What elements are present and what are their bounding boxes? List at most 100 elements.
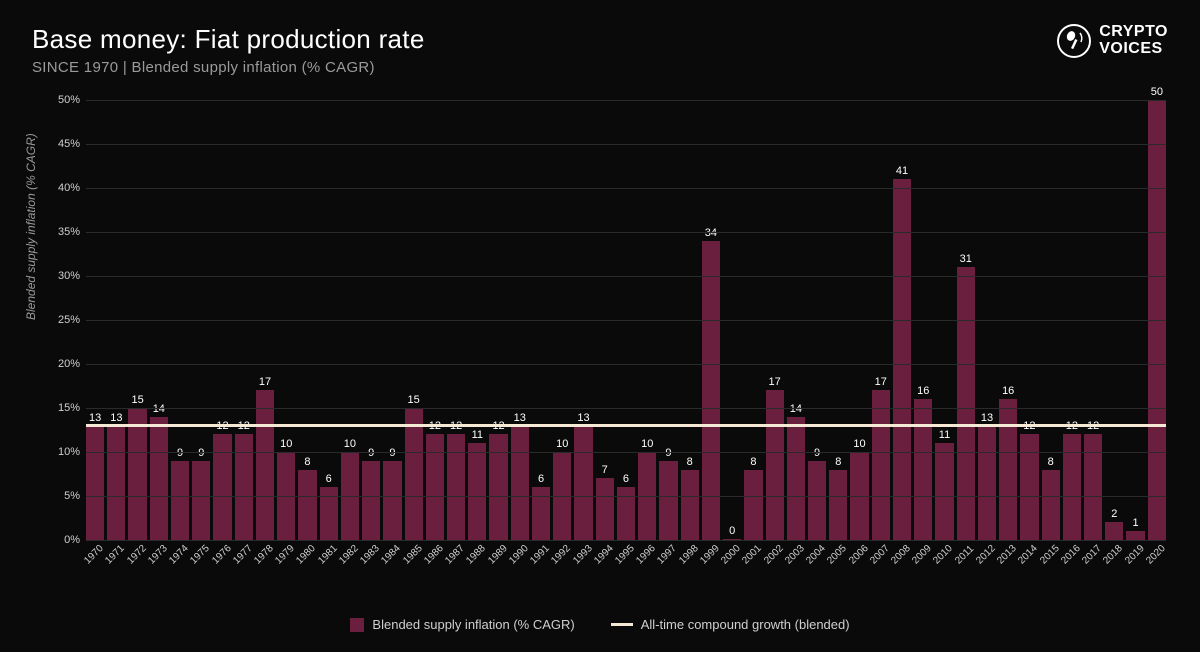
x-tick-label: 2003 [783, 543, 807, 567]
x-tick-label: 2013 [995, 543, 1019, 567]
bar [468, 443, 486, 540]
bar-value-label: 16 [1002, 385, 1014, 397]
bar-value-label: 10 [641, 438, 653, 450]
grid-line [86, 364, 1166, 365]
grid-line [86, 496, 1166, 497]
legend-label-refline: All-time compound growth (blended) [641, 617, 850, 632]
bar [596, 478, 614, 540]
y-axis-label: Blended supply inflation (% CAGR) [24, 133, 38, 320]
x-tick-label: 1971 [104, 543, 128, 567]
x-tick-label: 2008 [889, 543, 913, 567]
bar [829, 470, 847, 540]
bar [787, 417, 805, 540]
bar [489, 434, 507, 540]
x-tick-label: 1988 [465, 543, 489, 567]
x-tick-label: 2000 [719, 543, 743, 567]
x-tick-label: 2019 [1123, 543, 1147, 567]
bar-value-label: 10 [853, 438, 865, 450]
legend-swatch-line [611, 623, 633, 626]
x-tick-label: 1980 [295, 543, 319, 567]
grid-line [86, 320, 1166, 321]
bar [447, 434, 465, 540]
bar [256, 390, 274, 540]
x-tick-label: 1992 [550, 543, 574, 567]
x-tick-label: 1978 [252, 543, 276, 567]
bar-value-label: 15 [131, 394, 143, 406]
x-tick-label: 1987 [443, 543, 467, 567]
bar [362, 461, 380, 540]
x-tick-label: 1972 [125, 543, 149, 567]
grid-line [86, 232, 1166, 233]
bar-value-label: 8 [687, 456, 693, 468]
x-tick-label: 1986 [422, 543, 446, 567]
x-tick-label: 2006 [847, 543, 871, 567]
x-tick-label: 1998 [677, 543, 701, 567]
bar-value-label: 6 [538, 473, 544, 485]
y-tick-label: 5% [46, 490, 80, 502]
legend-item-bars: Blended supply inflation (% CAGR) [350, 617, 574, 632]
bar-value-label: 11 [472, 429, 483, 441]
y-tick-label: 10% [46, 446, 80, 458]
bar [192, 461, 210, 540]
bar-value-label: 16 [917, 385, 929, 397]
legend-item-refline: All-time compound growth (blended) [611, 617, 850, 632]
grid-line [86, 540, 1166, 541]
bar-value-label: 10 [280, 438, 292, 450]
bar [1063, 434, 1081, 540]
brand-logo: CRYPTO VOICES [1057, 24, 1168, 58]
x-tick-label: 1975 [189, 543, 213, 567]
bar [574, 426, 592, 540]
bar [405, 408, 423, 540]
bar [171, 461, 189, 540]
bar [957, 267, 975, 540]
bar [1126, 531, 1144, 540]
bar [872, 390, 890, 540]
legend-label-bars: Blended supply inflation (% CAGR) [372, 617, 574, 632]
x-tick-label: 1977 [231, 543, 255, 567]
bar [1042, 470, 1060, 540]
x-tick-label: 2007 [868, 543, 892, 567]
x-tick-label: 1974 [167, 543, 191, 567]
x-tick-label: 1997 [656, 543, 680, 567]
bar [893, 179, 911, 540]
header: Base money: Fiat production rate SINCE 1… [32, 24, 1168, 76]
y-tick-label: 0% [46, 534, 80, 546]
y-tick-label: 25% [46, 314, 80, 326]
x-tick-label: 2018 [1102, 543, 1126, 567]
grid-line [86, 452, 1166, 453]
x-tick-label: 2001 [741, 543, 765, 567]
bar-value-label: 8 [1048, 456, 1054, 468]
bar-value-label: 8 [304, 456, 310, 468]
x-tick-label: 1989 [486, 543, 510, 567]
bar [999, 399, 1017, 540]
bar [914, 399, 932, 540]
x-tick-label: 2014 [1017, 543, 1041, 567]
bar-value-label: 8 [835, 456, 841, 468]
title-block: Base money: Fiat production rate SINCE 1… [32, 24, 425, 76]
y-tick-label: 45% [46, 138, 80, 150]
x-tick-label: 2020 [1144, 543, 1168, 567]
grid-line [86, 188, 1166, 189]
bar-value-label: 50 [1151, 86, 1163, 98]
y-tick-label: 40% [46, 182, 80, 194]
bar [426, 434, 444, 540]
microphone-icon [1057, 24, 1091, 58]
x-tick-label: 1994 [592, 543, 616, 567]
bar [659, 461, 677, 540]
x-tick-label: 2005 [826, 543, 850, 567]
x-tick-label: 1982 [337, 543, 361, 567]
x-tick-label: 1976 [210, 543, 234, 567]
x-tick-label: 1996 [634, 543, 658, 567]
bar-value-label: 31 [960, 253, 972, 265]
brand-line-1: CRYPTO [1099, 24, 1168, 41]
bar-value-label: 13 [981, 412, 993, 424]
y-tick-label: 30% [46, 270, 80, 282]
x-tick-label: 1990 [507, 543, 531, 567]
bar-value-label: 6 [326, 473, 332, 485]
bar-value-label: 41 [896, 165, 908, 177]
bar [808, 461, 826, 540]
legend: Blended supply inflation (% CAGR) All-ti… [0, 617, 1200, 632]
grid-line [86, 408, 1166, 409]
bar [1084, 434, 1102, 540]
x-tick-label: 1999 [698, 543, 722, 567]
